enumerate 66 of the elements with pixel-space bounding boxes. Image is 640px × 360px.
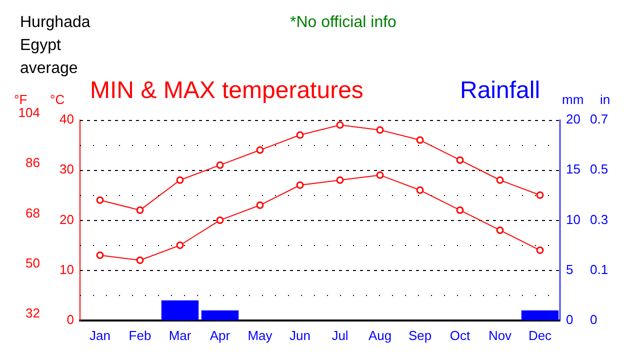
point	[176, 242, 184, 249]
point	[256, 146, 264, 154]
y3-tick-label: 50	[26, 255, 40, 270]
y2-tick-label: 15	[566, 162, 580, 177]
y-tick-label: 30	[60, 162, 74, 177]
text: 0.5	[590, 162, 608, 177]
x-tick-label: Jun	[290, 328, 310, 343]
point	[456, 156, 464, 164]
text: Hurghada	[20, 14, 90, 31]
y2-axis-title: mm	[562, 92, 584, 107]
text: average	[20, 60, 78, 77]
point	[176, 176, 184, 184]
x-tick-label: Dec	[528, 328, 552, 343]
y-axis-title: °C	[50, 92, 65, 107]
y2-tick-label: 0	[566, 312, 574, 327]
point	[376, 126, 384, 134]
y3-tick-label: 86	[26, 155, 40, 170]
point	[136, 256, 144, 264]
x-tick-label: Jan	[90, 328, 110, 343]
chart-title: MIN & MAX temperatures	[90, 77, 364, 104]
y3-axis-title: °F	[14, 92, 28, 107]
y2-tick-label: 5	[566, 262, 574, 277]
x-tick-label: Aug	[368, 328, 392, 343]
point	[336, 121, 344, 129]
point	[536, 191, 544, 199]
y3-tick-label: 32	[26, 305, 40, 320]
y-tick-label: 10	[60, 262, 74, 277]
point	[496, 226, 504, 234]
point	[136, 206, 144, 214]
text: 0	[590, 312, 598, 327]
text: Egypt	[20, 37, 62, 54]
x-tick-label: Apr	[210, 328, 231, 343]
point	[256, 201, 264, 209]
point	[96, 252, 104, 260]
point	[536, 246, 544, 254]
point	[416, 136, 424, 144]
x-tick-label: Feb	[128, 328, 152, 343]
x-tick-label: May	[248, 328, 273, 343]
text: 0.7	[590, 112, 608, 127]
text: 0.3	[590, 212, 608, 227]
x-tick-label: Mar	[168, 328, 192, 343]
x-tick-label: Nov	[488, 328, 512, 343]
y2-tick-label: 10	[566, 212, 580, 227]
chart-subtitle: Rainfall	[460, 77, 540, 104]
y3-tick-label: 104	[18, 105, 40, 120]
point	[216, 161, 224, 169]
point	[336, 176, 344, 184]
point	[296, 131, 304, 139]
y-tick-label: 0	[66, 312, 74, 327]
point	[296, 181, 304, 189]
point	[96, 196, 104, 204]
y2-tick-label: 20	[566, 112, 580, 127]
point	[376, 171, 384, 179]
x-tick-label: Oct	[450, 328, 470, 343]
text: 0.1	[590, 262, 608, 277]
text: in	[600, 92, 610, 107]
x-tick-label: Jul	[332, 328, 348, 343]
point	[216, 216, 224, 224]
x-tick-label: Sep	[408, 328, 432, 343]
point	[456, 206, 464, 214]
text: *No official info	[290, 14, 397, 31]
y-tick-label: 40	[60, 112, 74, 127]
y3-tick-label: 68	[26, 205, 40, 220]
point	[416, 186, 424, 194]
y-tick-label: 20	[60, 212, 74, 227]
point	[496, 176, 504, 184]
